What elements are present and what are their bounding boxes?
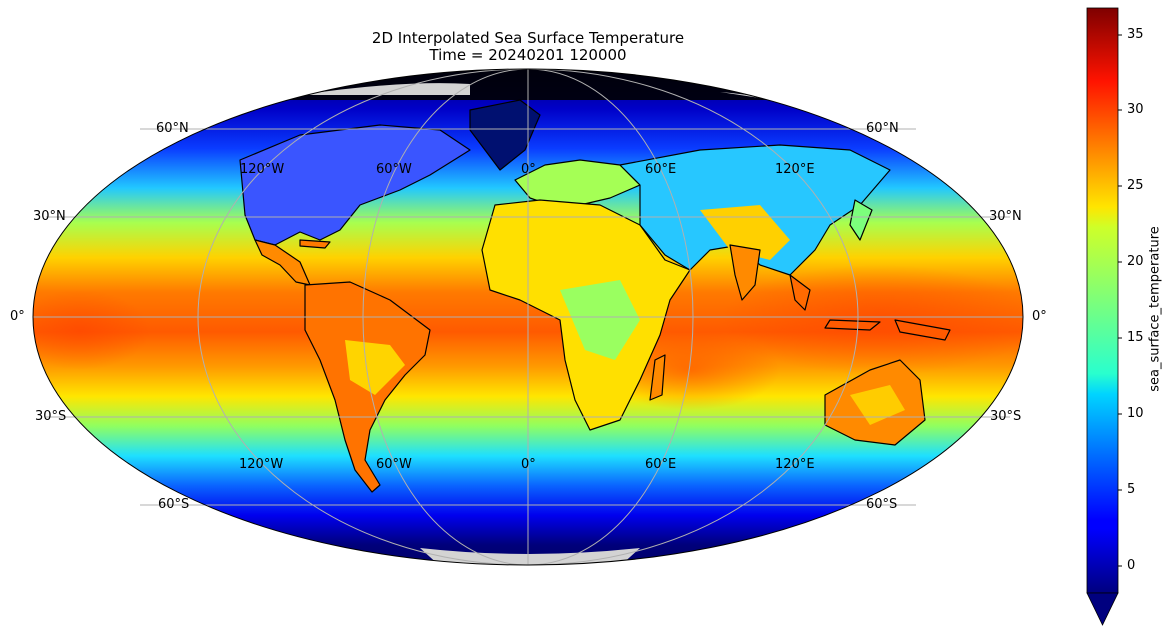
lat-label-left-30s: 30°S <box>35 409 67 424</box>
colorbar-tick-0: 0 <box>1127 558 1136 573</box>
colorbar-tick-15: 15 <box>1127 330 1144 345</box>
lat-label-left-30n: 30°N <box>33 209 66 224</box>
lat-label-right-60s: 60°S <box>866 497 898 512</box>
continents <box>239 99 973 493</box>
lon-label-lower-60e: 60°E <box>645 457 677 472</box>
colorbar <box>1086 7 1122 626</box>
lat-label-right-60n: 60°N <box>866 121 899 136</box>
lon-label-upper-120e: 120°E <box>775 162 815 177</box>
lat-label-right-0: 0° <box>1032 309 1047 324</box>
lat-label-right-30s: 30°S <box>990 409 1022 424</box>
lat-label-right-30n: 30°N <box>989 209 1022 224</box>
lat-label-left-60s: 60°S <box>158 497 190 512</box>
sst-field <box>33 69 1023 565</box>
lon-label-lower-120e: 120°E <box>775 457 815 472</box>
lon-label-upper-120w: 120°W <box>240 162 285 177</box>
lon-label-upper-60w: 60°W <box>376 162 412 177</box>
lat-label-left-0: 0° <box>10 309 25 324</box>
colorbar-gradient <box>1086 7 1119 594</box>
lon-label-lower-0: 0° <box>521 457 536 472</box>
lat-label-left-60n: 60°N <box>156 121 189 136</box>
lon-label-lower-120w: 120°W <box>239 457 284 472</box>
map-subtitle-time: Time = 20240201 120000 <box>429 46 627 64</box>
lon-label-upper-60e: 60°E <box>645 162 677 177</box>
map-title: 2D Interpolated Sea Surface Temperature <box>371 29 685 47</box>
colorbar-tick-10: 10 <box>1127 406 1144 421</box>
colorbar-tick-35: 35 <box>1127 27 1144 42</box>
lon-label-upper-0: 0° <box>521 162 536 177</box>
map-boundary <box>32 68 1024 566</box>
colorbar-tick-20: 20 <box>1127 254 1144 269</box>
colorbar-tick-25: 25 <box>1127 178 1144 193</box>
colorbar-tick-5: 5 <box>1127 482 1136 497</box>
colorbar-extend-min <box>1086 592 1119 626</box>
colorbar-tick-30: 30 <box>1127 102 1144 117</box>
lon-label-lower-60w: 60°W <box>376 457 412 472</box>
colorbar-label: sea_surface_temperature <box>1147 226 1163 392</box>
